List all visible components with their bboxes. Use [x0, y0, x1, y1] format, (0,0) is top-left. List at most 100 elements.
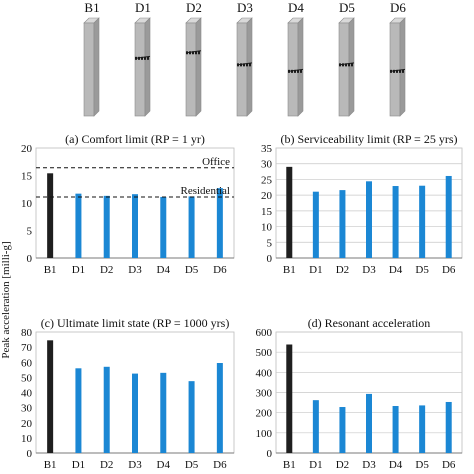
x-tick-label: B1 [283, 459, 296, 471]
x-tick-label: D4 [157, 264, 171, 276]
y-tick-label: 10 [21, 433, 33, 445]
bar-d6 [216, 363, 223, 453]
x-tick-label: D1 [72, 459, 85, 471]
column-model-d5: D5 [338, 0, 355, 117]
y-tick-label: 50 [21, 372, 33, 384]
column-side-face [195, 17, 202, 117]
y-tick-label: 60 [21, 357, 33, 369]
y-tick-label: 20 [21, 418, 33, 430]
damper-mark [351, 63, 353, 67]
bar-d2 [339, 407, 346, 453]
x-tick-label: D1 [309, 264, 322, 276]
y-tick-label: 0 [267, 253, 273, 265]
damper-mark [240, 63, 242, 67]
y-tick-label: 500 [256, 347, 273, 359]
x-tick-label: D5 [415, 459, 429, 471]
x-tick-label: D1 [72, 264, 85, 276]
damper-mark [342, 63, 344, 67]
column-label: B1 [84, 0, 99, 15]
y-tick-label: 15 [261, 206, 273, 218]
y-tick-label: 600 [256, 327, 273, 339]
x-tick-label: B1 [283, 264, 296, 276]
bar-d3 [366, 181, 372, 258]
x-tick-label: D2 [100, 264, 113, 276]
column-models-illustration: B1 D1 D2 D3 D4 D5 D6 [83, 0, 406, 117]
column-side-face [246, 17, 253, 117]
damper-line [338, 62, 355, 66]
bar-d6 [445, 175, 452, 258]
x-tick-label: D6 [213, 264, 227, 276]
bar-d2 [103, 195, 110, 258]
damper-mark [291, 69, 293, 73]
x-tick-label: D6 [442, 459, 456, 471]
x-tick-label: B1 [44, 459, 57, 471]
damper-mark [144, 56, 146, 60]
reference-line-label: Residential [181, 185, 231, 197]
x-tick-label: D3 [128, 459, 142, 471]
column-side-face [348, 17, 355, 117]
column-model-d6: D6 [389, 0, 406, 117]
y-tick-label: 10 [21, 198, 33, 210]
chart-panel-b: (b) Serviceability limit (RP = 25 yrs) 0 5… [261, 132, 463, 276]
damper-mark [141, 56, 143, 60]
damper-mark [399, 69, 401, 73]
column-label: D3 [237, 0, 253, 15]
bar-d5 [188, 381, 195, 453]
damper-mark [189, 51, 191, 55]
damper-mark [345, 63, 347, 67]
chart-panel-c: (c) Ultimate limit state (RP = 1000 yrs)… [21, 316, 235, 471]
damper-mark [396, 69, 398, 73]
y-tick-label: 35 [261, 143, 273, 155]
bar-d2 [339, 190, 346, 258]
bar-d2 [103, 366, 110, 453]
damper-mark [195, 51, 197, 55]
column-model-d1: D1 [134, 0, 151, 117]
bar-d6 [445, 401, 452, 453]
damper-mark [198, 51, 200, 55]
x-tick-label: D6 [213, 459, 227, 471]
x-tick-label: D3 [362, 264, 376, 276]
bar-b1 [286, 344, 293, 453]
damper-mark [393, 69, 395, 73]
chart-title: (b) Serviceability limit (RP = 25 yrs) [281, 132, 458, 146]
y-tick-label: 100 [256, 428, 273, 440]
damper-mark [147, 56, 149, 60]
chart-title: (a) Comfort limit (RP = 1 yr) [65, 132, 205, 146]
bar-d3 [366, 393, 372, 453]
y-tick-label: 30 [21, 403, 33, 415]
x-tick-label: D1 [309, 459, 322, 471]
bar-d4 [392, 406, 399, 453]
damper-mark [243, 63, 245, 67]
column-label: D5 [339, 0, 355, 15]
damper-mark [138, 56, 140, 60]
column-side-face [297, 17, 304, 117]
x-tick-label: D5 [185, 264, 199, 276]
damper-mark [300, 69, 302, 73]
y-tick-label: 200 [256, 408, 273, 420]
y-tick-label: 0 [27, 253, 33, 265]
y-tick-label: 40 [21, 388, 33, 400]
damper-mark [348, 63, 350, 67]
damper-mark [249, 63, 251, 67]
bar-d4 [160, 372, 167, 453]
bar-d1 [75, 368, 82, 453]
x-tick-label: D2 [336, 459, 349, 471]
x-tick-label: D4 [389, 459, 403, 471]
bar-d1 [75, 193, 82, 258]
column-label: D6 [390, 0, 406, 15]
column-model-d4: D4 [287, 0, 304, 117]
bar-b1 [47, 340, 54, 453]
damper-mark [246, 63, 248, 67]
damper-mark [294, 69, 296, 73]
bar-d4 [160, 196, 167, 258]
bar-d5 [419, 405, 426, 453]
x-tick-label: D6 [442, 264, 456, 276]
y-tick-label: 0 [267, 448, 273, 460]
y-tick-label: 10 [261, 222, 273, 234]
damper-line [236, 62, 253, 66]
y-tick-label: 5 [267, 237, 273, 249]
column-label: D1 [135, 0, 151, 15]
x-tick-label: D5 [185, 459, 199, 471]
damper-mark [192, 51, 194, 55]
